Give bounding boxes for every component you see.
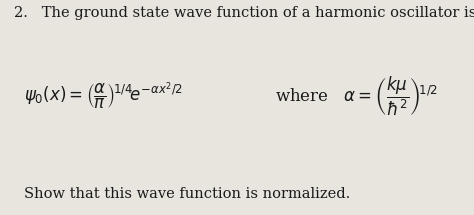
Text: 2.   The ground state wave function of a harmonic oscillator is given by: 2. The ground state wave function of a h… (14, 6, 474, 20)
Text: where   $\alpha = \left(\dfrac{k\mu}{\hbar^2}\right)^{\!1/2}$: where $\alpha = \left(\dfrac{k\mu}{\hbar… (275, 75, 438, 118)
Text: Show that this wave function is normalized.: Show that this wave function is normaliz… (24, 187, 350, 201)
Text: $\psi_0(x) = \left(\dfrac{\alpha}{\pi}\right)^{\!1/4}\! e^{-\alpha x^2/2}$: $\psi_0(x) = \left(\dfrac{\alpha}{\pi}\r… (24, 81, 182, 112)
